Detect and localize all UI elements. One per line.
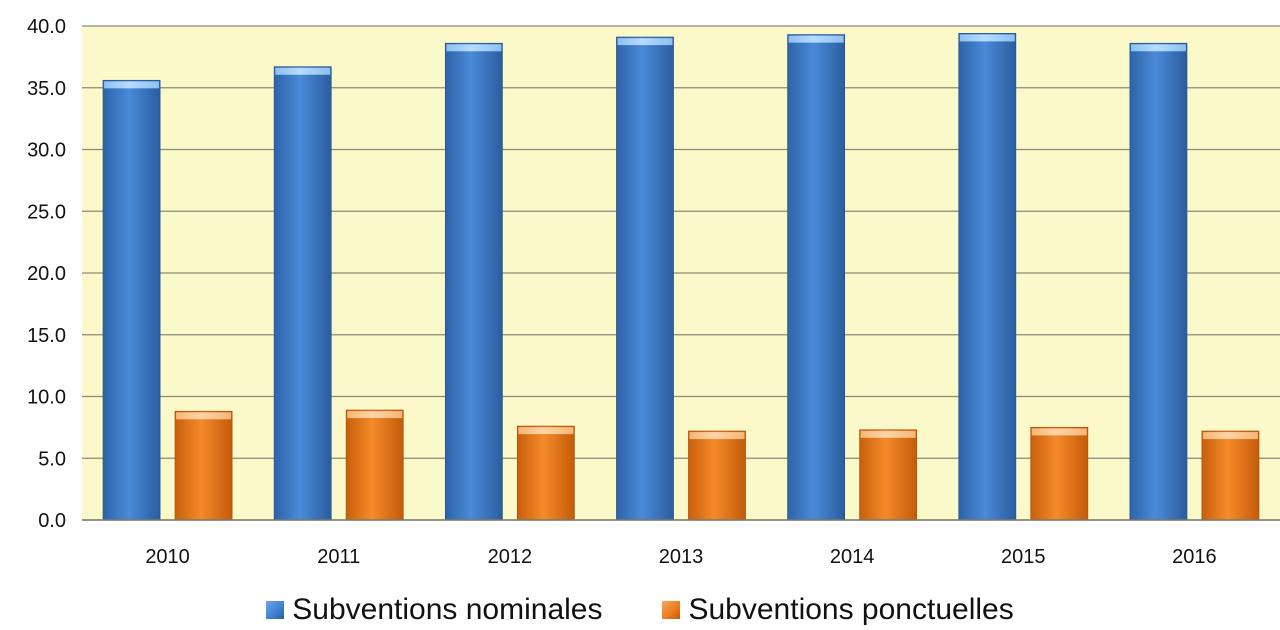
y-tick-label: 0.0 [38,510,66,532]
legend-label-ponctuelles: Subventions ponctuelles [688,593,1014,626]
bar-nominales [444,42,503,521]
legend: Subventions nominales Subventions ponctu… [0,590,1280,630]
bar-ponctuelles [859,429,918,521]
y-tick-label: 15.0 [27,325,66,347]
bar-ponctuelles-highlight [1202,432,1258,440]
bar-ponctuelles [174,410,233,521]
legend-item-ponctuelles: Subventions ponctuelles [662,593,1014,626]
x-tick-label: 2014 [830,546,875,568]
x-tick-label: 2015 [1001,546,1046,568]
y-tick-label: 5.0 [38,448,66,470]
y-tick-label: 20.0 [27,263,66,285]
bar-ponctuelles-highlight [860,430,916,438]
bar-nominales [102,79,161,521]
bar-nominales-highlight [104,81,160,89]
bar-ponctuelles-highlight [176,412,232,420]
bar-nominales-highlight [275,67,331,75]
bar-nominales-highlight [617,38,673,46]
bar-nominales-highlight [1130,44,1186,52]
bar-nominales-highlight [446,44,502,52]
bar-nominales-highlight [788,35,844,43]
bar-ponctuelles [516,425,575,521]
y-tick-label: 10.0 [27,387,66,409]
legend-label-nominales: Subventions nominales [292,593,603,626]
y-tick-label: 25.0 [27,201,66,223]
legend-swatch-nominales [266,601,285,619]
x-tick-label: 2012 [488,546,533,568]
bar-nominales [787,34,846,521]
bar-nominales [958,33,1017,521]
y-tick-label: 40.0 [27,16,66,38]
bar-ponctuelles [345,409,404,521]
y-tick-label: 35.0 [27,78,66,100]
bar-ponctuelles-highlight [518,427,574,435]
bar-nominales [616,36,674,521]
bar-nominales [1129,42,1188,521]
x-tick-label: 2010 [145,546,190,568]
bar-nominales [273,66,332,521]
bar-ponctuelles [1201,430,1260,521]
x-tick-label: 2013 [659,546,704,568]
bar-nominales-highlight [959,34,1015,42]
x-tick-label: 2011 [317,546,360,568]
legend-swatch-ponctuelles [662,601,681,619]
x-tick-label: 2016 [1172,546,1217,568]
bar-ponctuelles [1030,426,1089,521]
bar-ponctuelles-highlight [689,432,745,440]
bar-ponctuelles [688,430,746,521]
bar-ponctuelles-highlight [347,411,403,419]
y-tick-label: 30.0 [27,140,66,162]
legend-item-nominales: Subventions nominales [266,595,602,625]
bar-ponctuelles-highlight [1031,428,1087,436]
